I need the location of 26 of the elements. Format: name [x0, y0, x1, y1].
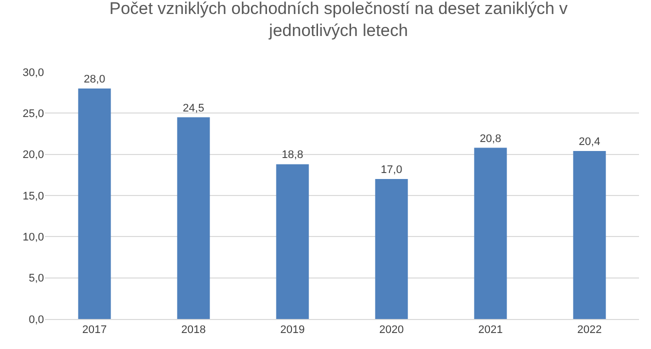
data-label: 28,0 — [84, 73, 106, 86]
y-tick-label: 30,0 — [22, 66, 44, 79]
x-tick-label: 2019 — [280, 324, 305, 336]
y-tick-label: 25,0 — [22, 108, 44, 120]
y-tick-label: 5,0 — [28, 272, 44, 285]
y-tick-label: 20,0 — [22, 149, 44, 162]
bar — [474, 148, 507, 319]
bar — [375, 179, 408, 319]
data-label: 18,8 — [282, 149, 304, 162]
chart-title: Počet vzniklých obchodních společností na deset zaniklých v jednotlivých letech — [109, 0, 568, 40]
x-tick-label: 2017 — [82, 324, 107, 336]
data-label: 20,8 — [480, 132, 502, 145]
x-tick-label: 2018 — [181, 324, 206, 336]
bar — [78, 88, 111, 319]
x-tick-label: 2021 — [478, 324, 503, 336]
data-label: 24,5 — [182, 102, 204, 114]
data-label: 20,4 — [578, 136, 600, 148]
y-tick-label: 10,0 — [22, 232, 44, 244]
y-tick-label: 0,0 — [28, 314, 44, 326]
bar — [177, 117, 210, 319]
data-label: 17,0 — [380, 164, 402, 176]
bar — [573, 151, 606, 319]
bar — [276, 164, 309, 319]
x-tick-label: 2020 — [379, 324, 404, 336]
y-tick-label: 15,0 — [22, 190, 44, 202]
x-tick-label: 2022 — [577, 324, 602, 336]
